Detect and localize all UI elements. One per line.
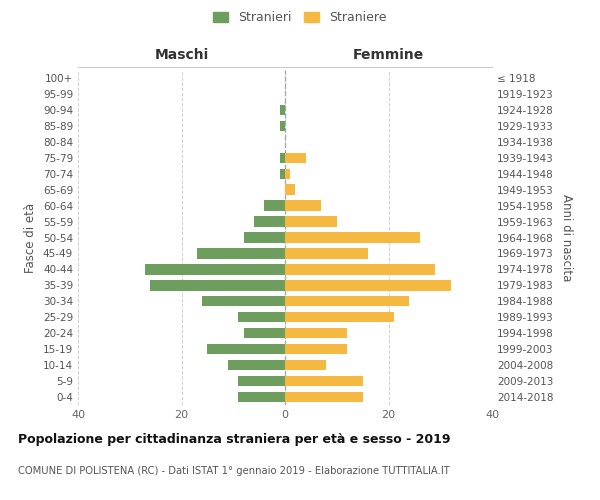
Bar [254,216,285,226]
Bar [285,184,295,195]
Bar [285,232,419,242]
Bar [238,312,285,322]
Text: COMUNE DI POLISTENA (RC) - Dati ISTAT 1° gennaio 2019 - Elaborazione TUTTITALIA.: COMUNE DI POLISTENA (RC) - Dati ISTAT 1°… [18,466,450,476]
Bar [285,168,290,179]
Bar [280,104,285,115]
Bar [285,376,362,386]
Bar [285,312,394,322]
Bar [285,392,362,402]
Bar [244,232,285,242]
Bar [228,360,285,370]
Bar [280,168,285,179]
Bar [238,376,285,386]
Bar [285,264,435,274]
Bar [285,248,368,258]
Bar [285,280,451,290]
Bar [280,120,285,131]
Bar [285,344,347,354]
Bar [285,328,347,338]
Bar [197,248,285,258]
Bar [208,344,285,354]
Y-axis label: Anni di nascita: Anni di nascita [560,194,573,281]
Bar [285,296,409,306]
Bar [202,296,285,306]
Bar [285,200,321,211]
Bar [145,264,285,274]
Bar [285,152,306,163]
Bar [244,328,285,338]
Bar [285,216,337,226]
Bar [280,152,285,163]
Text: Maschi: Maschi [154,48,209,62]
Legend: Stranieri, Straniere: Stranieri, Straniere [208,6,392,29]
Y-axis label: Fasce di età: Fasce di età [25,202,37,272]
Text: Popolazione per cittadinanza straniera per età e sesso - 2019: Popolazione per cittadinanza straniera p… [18,432,451,446]
Bar [238,392,285,402]
Bar [285,360,326,370]
Bar [265,200,285,211]
Text: Femmine: Femmine [353,48,424,62]
Bar [151,280,285,290]
